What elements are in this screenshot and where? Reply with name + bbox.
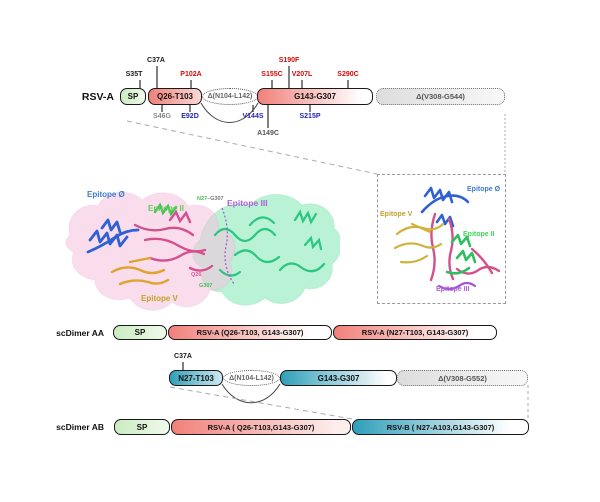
main-epitope-o-label: Epitope Ø <box>87 190 125 199</box>
trimer-blue-ribbons <box>86 218 140 254</box>
protein-structure-trimer <box>65 191 340 311</box>
main-g307bottom-label: G307 <box>199 283 213 289</box>
rsvb-domain2-box: G143-G307 <box>280 370 397 386</box>
mutation-label-s46g: S46G <box>153 113 171 120</box>
rsvb-domain1-box: N27-T103 <box>169 370 223 386</box>
mutation-label-s215p: S215P <box>299 113 321 120</box>
main-dash-label: – <box>207 196 211 202</box>
inset-epitope-o-label: Epitope Ø <box>467 186 501 193</box>
rsva-domain2-box: G143-G307 <box>257 88 373 105</box>
trimer-epitope2-ribbon <box>153 202 178 217</box>
rsva-sp-box: SP <box>120 88 146 105</box>
protomer-gold-ribbons <box>393 222 445 264</box>
scdimer-ab-unit1-box: RSV-A ( Q26-T103,G143-G307) <box>171 419 351 435</box>
deletion-linker-arcs <box>200 102 281 404</box>
scdimer-aa-unit2-box: RSV-A (N27-T103, G143-G307) <box>333 325 497 340</box>
mutation-label-a149c: A149C <box>257 130 279 137</box>
scdimer-ab-unit2-box: RSV-B ( N27-A103,G143-G307) <box>352 419 529 435</box>
rsvb-deletion-mid-ellipse: Δ(N104-L142) <box>223 370 280 386</box>
rsva-domain1-box: Q26-T103 <box>148 88 202 105</box>
protomer-green-ribbons <box>445 233 477 275</box>
scdimer-aa-sp-box: SP <box>113 325 167 340</box>
protomer-purple-ribbon <box>437 281 477 291</box>
mutation-label-e92d: E92D <box>181 113 199 120</box>
scdimer-ab-sp-box: SP <box>114 419 170 435</box>
inset-epitope-3-label: Epitope III <box>436 286 470 293</box>
trimer-magenta-ribbons <box>133 209 214 272</box>
trimer-dotted-trace <box>221 207 235 285</box>
mutation-label-p102a: P102A <box>180 71 202 78</box>
main-epitope-2-label: Epitope II <box>148 204 184 213</box>
mutation-label-s35t: S35T <box>125 71 143 78</box>
mutation-label-s155c: S155C <box>261 71 283 78</box>
inset-epitope-2-label: Epitope II <box>463 231 495 238</box>
trimer-gold-ribbons <box>110 256 170 286</box>
protomer-blue-ribbons <box>420 186 470 228</box>
main-g307top-label: G307 <box>210 196 224 202</box>
mutation-tick-lines <box>139 66 349 370</box>
main-q26-label: Q26 <box>191 272 202 278</box>
rsva-row-label: RSV-A <box>81 91 114 103</box>
main-epitope-v-label: Epitope V <box>141 294 178 303</box>
mutation-label-s290c: S290C <box>337 71 359 78</box>
main-n27-label: N27 <box>197 196 208 202</box>
mutation-label-s190f: S190F <box>278 57 300 64</box>
rsvb-deletion-right-box: Δ(V308-G552) <box>397 370 528 386</box>
zoom-connector-lines <box>126 114 529 420</box>
scdimer-aa-unit1-box: RSV-A (Q26-T103, G143-G307) <box>168 325 332 340</box>
mutation-label-v207l: V207L <box>291 71 313 78</box>
scdimer-aa-label: scDimer AA <box>56 328 104 338</box>
scdimer-ab-label: scDimer AB <box>56 422 104 432</box>
protein-structure-protomer <box>393 186 501 291</box>
rsva-deletion-mid-ellipse: Δ(N104-L142) <box>202 88 258 105</box>
rsva-deletion-right-box: Δ(V308-G544) <box>376 88 505 105</box>
mutation-label-v144s: V144S <box>242 113 264 120</box>
inset-epitope-v-label: Epitope V <box>380 211 413 218</box>
mutation-label-c37a-rsvb: C37A <box>174 353 192 360</box>
mutation-label-c37a: C37A <box>147 57 165 64</box>
trimer-green-ribbons <box>213 209 326 277</box>
main-epitope-3-label: Epitope III <box>227 198 268 208</box>
